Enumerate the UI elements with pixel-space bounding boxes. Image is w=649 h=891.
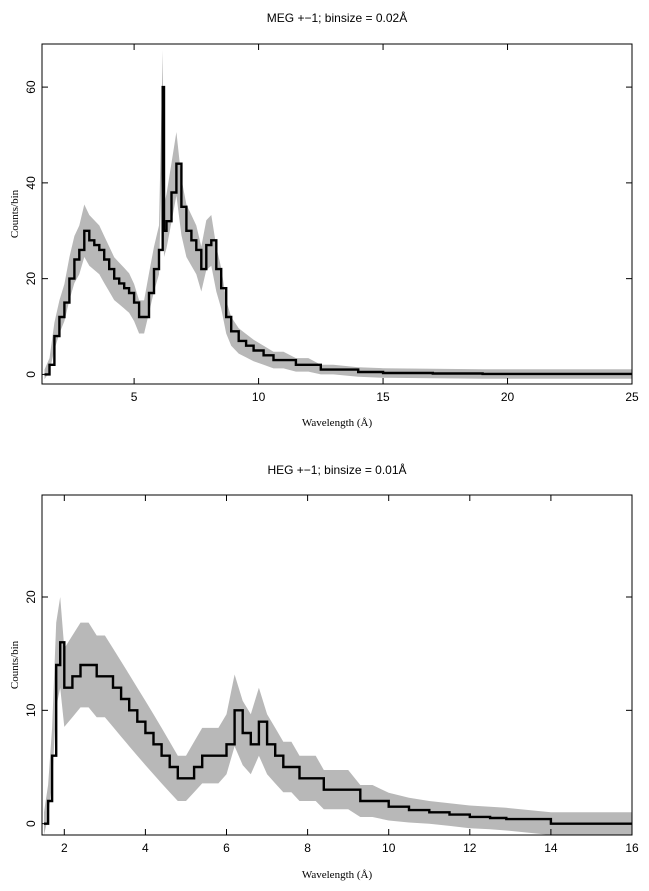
data-layer bbox=[44, 85, 632, 376]
y-tick-label: 0 bbox=[24, 820, 38, 827]
spectrum-line bbox=[44, 85, 632, 376]
x-tick-label: 4 bbox=[142, 841, 149, 855]
y-ticks: 0 10 20 bbox=[24, 590, 632, 827]
y-tick-label: 60 bbox=[24, 80, 38, 94]
y-axis-label: Counts/bin bbox=[9, 640, 21, 689]
x-tick-label: 5 bbox=[131, 390, 138, 404]
x-tick-label: 15 bbox=[376, 390, 390, 404]
y-ticks: 0 20 40 60 bbox=[24, 80, 632, 378]
spectrum-line bbox=[44, 641, 632, 825]
x-ticks: 2 4 6 8 10 12 14 16 bbox=[61, 495, 639, 855]
x-tick-label: 16 bbox=[625, 841, 639, 855]
y-tick-label: 0 bbox=[24, 371, 38, 378]
x-tick-label: 25 bbox=[625, 390, 639, 404]
y-tick-label: 20 bbox=[24, 272, 38, 286]
heg-chart: HEG +−1; binsize = 0.01Å 2 4 6 8 10 12 14 16 0 1… bbox=[9, 462, 639, 881]
meg-chart: MEG +−1; binsize = 0.02Å 5 10 15 20 25 0 20 40… bbox=[9, 10, 639, 429]
x-tick-label: 6 bbox=[223, 841, 230, 855]
y-axis-label: Counts/bin bbox=[9, 189, 21, 238]
x-tick-label: 20 bbox=[501, 390, 515, 404]
error-band bbox=[44, 50, 632, 380]
x-tick-label: 8 bbox=[304, 841, 311, 855]
x-tick-label: 10 bbox=[382, 841, 396, 855]
x-tick-label: 2 bbox=[61, 841, 68, 855]
x-tick-label: 14 bbox=[544, 841, 558, 855]
x-tick-label: 10 bbox=[252, 390, 266, 404]
y-tick-label: 20 bbox=[24, 590, 38, 604]
error-band-layer bbox=[44, 50, 632, 380]
x-ticks: 5 10 15 20 25 bbox=[131, 44, 639, 404]
plot-frame bbox=[41, 494, 633, 836]
x-axis-label: Wavelength (Å) bbox=[302, 869, 373, 881]
chart-title: HEG +−1; binsize = 0.01Å bbox=[267, 462, 406, 477]
error-band-layer bbox=[44, 597, 632, 835]
error-band bbox=[44, 597, 632, 835]
data-layer bbox=[44, 641, 632, 825]
x-tick-label: 12 bbox=[463, 841, 477, 855]
y-tick-label: 40 bbox=[24, 176, 38, 190]
plot-frame bbox=[41, 43, 633, 385]
x-axis-label: Wavelength (Å) bbox=[302, 417, 373, 429]
y-tick-label: 10 bbox=[24, 703, 38, 717]
chart-title: MEG +−1; binsize = 0.02Å bbox=[267, 10, 407, 25]
